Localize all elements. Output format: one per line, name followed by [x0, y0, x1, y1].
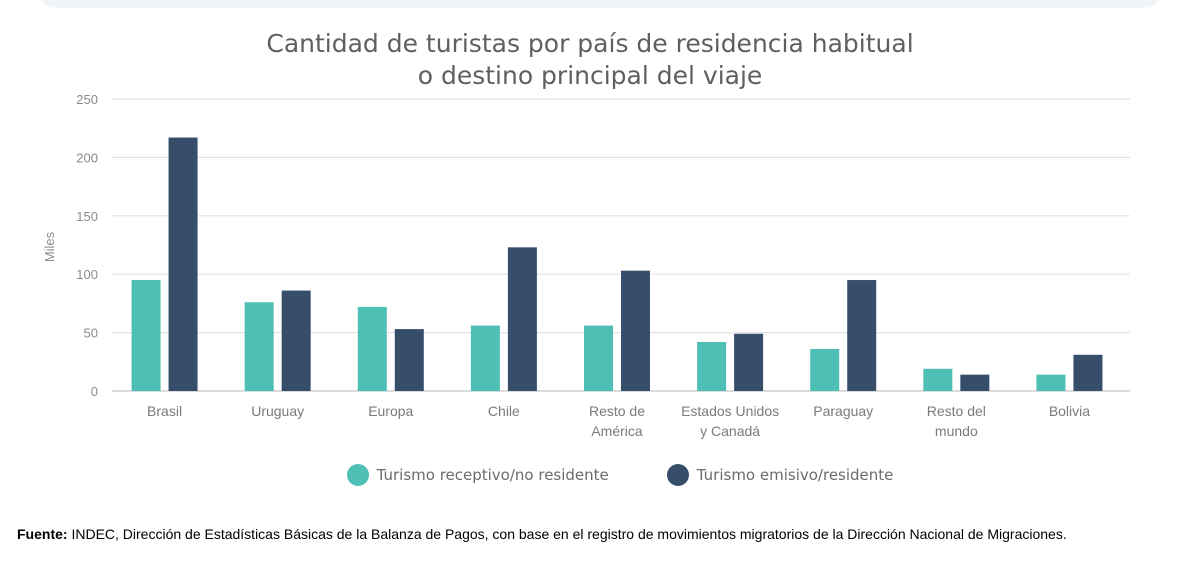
- x-tick-label: y Canadá: [700, 423, 760, 439]
- x-tick-label: mundo: [935, 423, 978, 439]
- bar-receptivo: [584, 325, 613, 391]
- y-tick-label: 200: [76, 150, 98, 165]
- y-axis-label: Miles: [42, 231, 57, 262]
- legend-swatch-emisivo: [666, 464, 689, 486]
- top-band: [38, 0, 1162, 8]
- x-tick-label: Chile: [488, 403, 520, 419]
- y-tick-label: 150: [76, 209, 98, 224]
- x-tick-label: Resto de: [589, 403, 645, 419]
- source-note: Fuente: INDEC, Dirección de Estadísticas…: [17, 526, 1187, 542]
- chart-title: Cantidad de turistas por país de residen…: [0, 28, 1180, 92]
- bar-emisivo: [847, 280, 877, 391]
- chart-title-line-1: Cantidad de turistas por país de residen…: [266, 29, 914, 58]
- legend-item-emisivo: Turismo emisivo/residente: [666, 464, 894, 486]
- x-tick-label: Uruguay: [251, 403, 304, 419]
- x-tick-label: Brasil: [147, 403, 182, 419]
- chart-title-line-2: o destino principal del viaje: [417, 61, 763, 90]
- bar-emisivo: [168, 137, 198, 391]
- legend-item-receptivo: Turismo receptivo/no residente: [346, 464, 609, 486]
- chart-legend: Turismo receptivo/no residente Turismo e…: [0, 464, 1200, 486]
- x-tick-label: Resto del: [927, 403, 986, 419]
- x-tick-label: Paraguay: [813, 403, 873, 419]
- y-tick-label: 100: [76, 267, 98, 282]
- bar-emisivo: [621, 270, 650, 391]
- legend-label-emisivo: Turismo emisivo/residente: [696, 466, 894, 484]
- bar-receptivo: [1036, 374, 1066, 391]
- bar-receptivo: [810, 348, 840, 391]
- y-tick-label: 50: [84, 326, 98, 341]
- legend-swatch-receptivo: [346, 464, 369, 486]
- bar-receptivo: [357, 306, 387, 391]
- source-label: Fuente:: [17, 526, 68, 542]
- source-text: INDEC, Dirección de Estadísticas Básicas…: [67, 526, 1067, 542]
- bar-receptivo: [244, 302, 274, 391]
- x-tick-label: Estados Unidos: [681, 403, 779, 419]
- bar-emisivo: [734, 333, 764, 391]
- bar-emisivo: [1073, 354, 1103, 391]
- y-tick-label: 250: [76, 92, 98, 107]
- bar-receptivo: [470, 325, 500, 391]
- y-tick-label: 0: [91, 384, 98, 399]
- bar-receptivo: [697, 341, 727, 391]
- bar-receptivo: [923, 368, 953, 391]
- bar-emisivo: [507, 247, 537, 391]
- bar-receptivo: [131, 280, 161, 391]
- bar-chart: 0 50 100 150 200 250 Miles Brasil Uruguay Europa C…: [42, 92, 1130, 439]
- x-tick-label: Bolivia: [1049, 403, 1090, 419]
- bar-emisivo: [960, 374, 990, 391]
- bar-emisivo: [281, 290, 311, 391]
- x-tick-label: América: [591, 423, 643, 439]
- bar-emisivo: [394, 329, 424, 391]
- legend-label-receptivo: Turismo receptivo/no residente: [376, 466, 609, 484]
- x-tick-label: Europa: [368, 403, 413, 419]
